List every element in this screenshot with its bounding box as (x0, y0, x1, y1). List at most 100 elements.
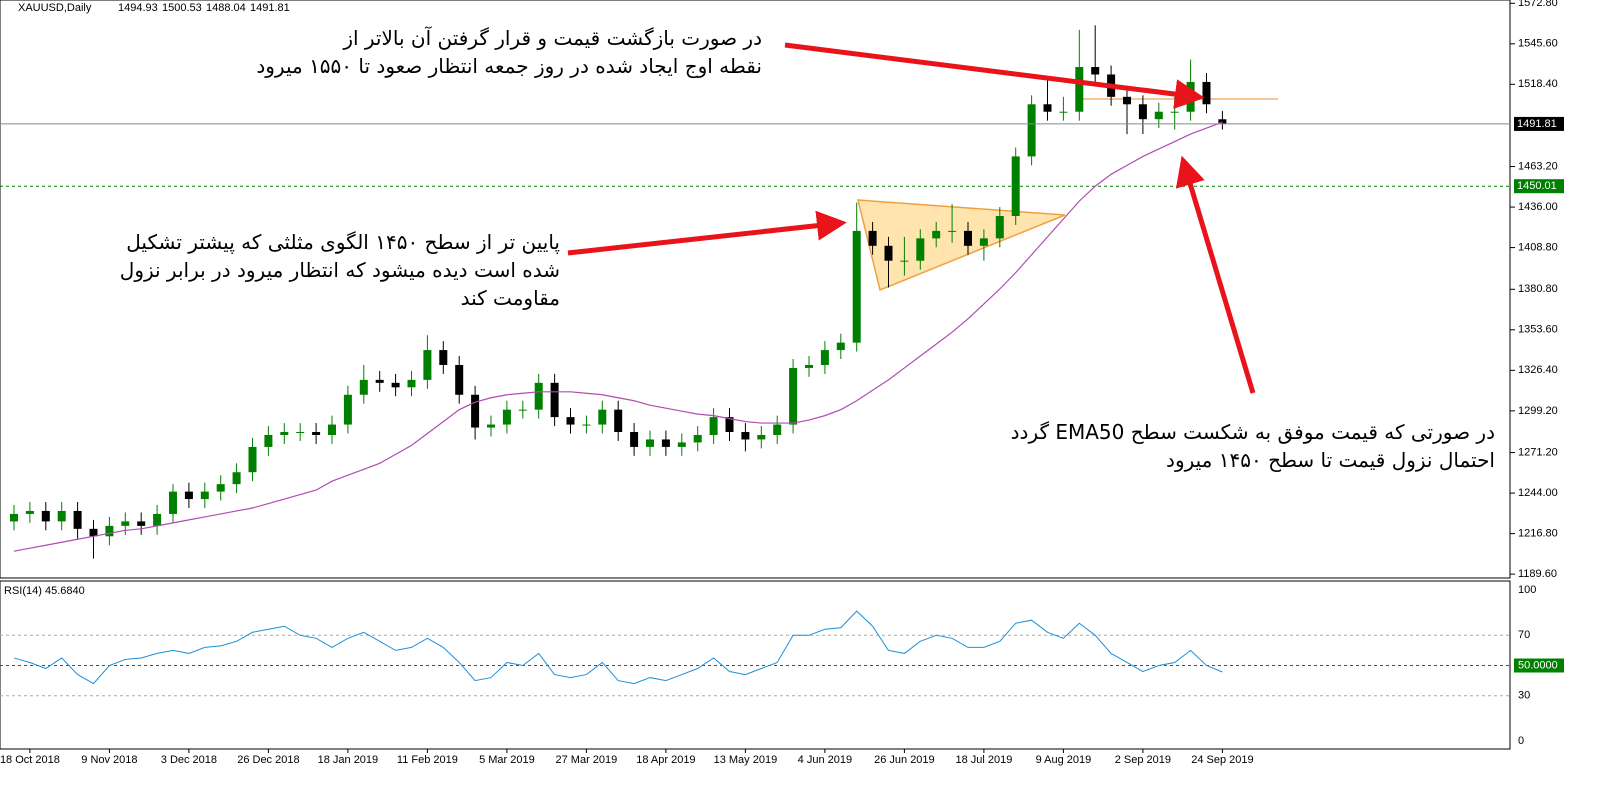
annotation: در صورتی که قیمت موفق به شکست سطح EMA50 … (1011, 418, 1495, 474)
candle-body (200, 491, 209, 500)
candle-body (868, 230, 877, 246)
candle-body (312, 432, 321, 435)
y-tick-label: 70 (1518, 629, 1530, 641)
y-tick-label: 1216.80 (1518, 528, 1558, 540)
rsi-title: RSI(14) 45.6840 (4, 585, 85, 597)
annotation-line: در صورت بازگشت قیمت و قرار گرفتن آن بالا… (343, 26, 762, 50)
candle-body (630, 432, 639, 447)
y-tick-label: 1463.20 (1518, 160, 1558, 172)
x-tick-label: 4 Jun 2019 (798, 754, 852, 766)
candle-body (89, 528, 98, 537)
candle-body (661, 439, 670, 447)
candle-body (375, 379, 384, 383)
candle-body (646, 439, 654, 447)
ema-line (13, 121, 1223, 552)
candle-body (741, 432, 750, 440)
x-tick-label: 3 Dec 2018 (161, 754, 217, 766)
y-tick-label: 1271.20 (1518, 446, 1558, 458)
candle-body (296, 432, 305, 434)
y-tick-label: 1244.00 (1518, 487, 1558, 499)
y-tick-label: 100 (1518, 584, 1536, 596)
level-label-box (1514, 179, 1564, 194)
candle-body (232, 472, 241, 485)
candle-body (550, 382, 559, 418)
x-tick-label: 9 Nov 2018 (81, 754, 137, 766)
candle-body (725, 417, 734, 433)
candle-body (677, 442, 686, 447)
candle-body (153, 513, 162, 526)
candle-body (900, 260, 909, 262)
candle-body (1123, 96, 1131, 105)
candle-body (423, 350, 432, 380)
price-label: 1491.81 (1517, 118, 1557, 130)
y-tick-label: 1189.60 (1518, 568, 1557, 580)
y-tick-label: 1572.80 (1518, 0, 1558, 9)
candle-body (884, 245, 893, 261)
candle-body (582, 424, 591, 426)
tick-label-box (1514, 658, 1564, 673)
candle-body (1075, 67, 1084, 112)
candle-body (25, 510, 34, 514)
candle-body (820, 350, 829, 365)
candle-body (264, 434, 273, 447)
y-tick-label: 1518.40 (1518, 78, 1558, 90)
candle-body (391, 382, 400, 388)
x-tick-label: 18 Jul 2019 (955, 754, 1012, 766)
candle-body (73, 510, 82, 529)
candle-body (1043, 104, 1052, 112)
candle-body (836, 342, 845, 351)
candle-body (455, 364, 464, 395)
candle-body (566, 417, 575, 425)
y-tick-label: 1545.60 (1518, 38, 1558, 50)
candle-body (709, 417, 718, 435)
candle-body (995, 216, 1004, 239)
candle-body (916, 238, 925, 261)
x-tick-label: 18 Oct 2018 (0, 754, 60, 766)
candle-body (471, 394, 480, 428)
triangle-pattern (857, 199, 1066, 292)
candle-body (439, 350, 448, 365)
annotation: در صورت بازگشت قیمت و قرار گرفتن آن بالا… (256, 24, 762, 80)
candle-body (343, 394, 352, 425)
candle-body (105, 525, 114, 537)
y-tick-label: 50.0000 (1518, 659, 1558, 671)
candle-body (948, 230, 957, 232)
ohlc-open: 1494.93 (118, 2, 158, 14)
y-tick-label: 1408.80 (1518, 241, 1558, 253)
candle-body (614, 409, 623, 433)
candle-body (773, 424, 782, 435)
annotation-line: احتمال نزول قیمت تا سطح ۱۴۵۰ میرود (1166, 448, 1495, 472)
candle-body (534, 382, 543, 410)
x-tick-label: 11 Feb 2019 (397, 754, 458, 766)
x-tick-label: 26 Dec 2018 (237, 754, 299, 766)
ohlc-low: 1488.04 (206, 2, 246, 14)
arrow (567, 210, 847, 256)
candle-body (1091, 67, 1100, 75)
x-tick-label: 18 Apr 2019 (636, 754, 695, 766)
candle-body (10, 513, 18, 522)
candle-body (248, 446, 257, 473)
annotation-line: شده است دیده میشود که انتظار میرود در بر… (119, 258, 560, 282)
rsi-line (13, 610, 1223, 685)
candle-body (789, 367, 798, 425)
candle-body (852, 230, 861, 343)
ohlc-high: 1500.53 (162, 2, 202, 14)
candle-body (184, 491, 193, 500)
candle-body (487, 424, 495, 428)
candle-body (41, 510, 50, 522)
level-label: 1450.01 (1517, 180, 1557, 192)
x-tick-label: 9 Aug 2019 (1036, 754, 1092, 766)
candle-body (328, 424, 336, 435)
candle-body (57, 510, 66, 522)
candle-body (979, 238, 988, 246)
candle-body (169, 491, 177, 514)
x-tick-label: 5 Mar 2019 (479, 754, 535, 766)
candle-body (280, 432, 289, 435)
candle-body (805, 364, 813, 368)
arrow (1175, 155, 1256, 394)
y-tick-label: 1380.80 (1518, 283, 1558, 295)
candle-body (121, 521, 130, 526)
y-tick-label: 1326.40 (1518, 364, 1558, 376)
